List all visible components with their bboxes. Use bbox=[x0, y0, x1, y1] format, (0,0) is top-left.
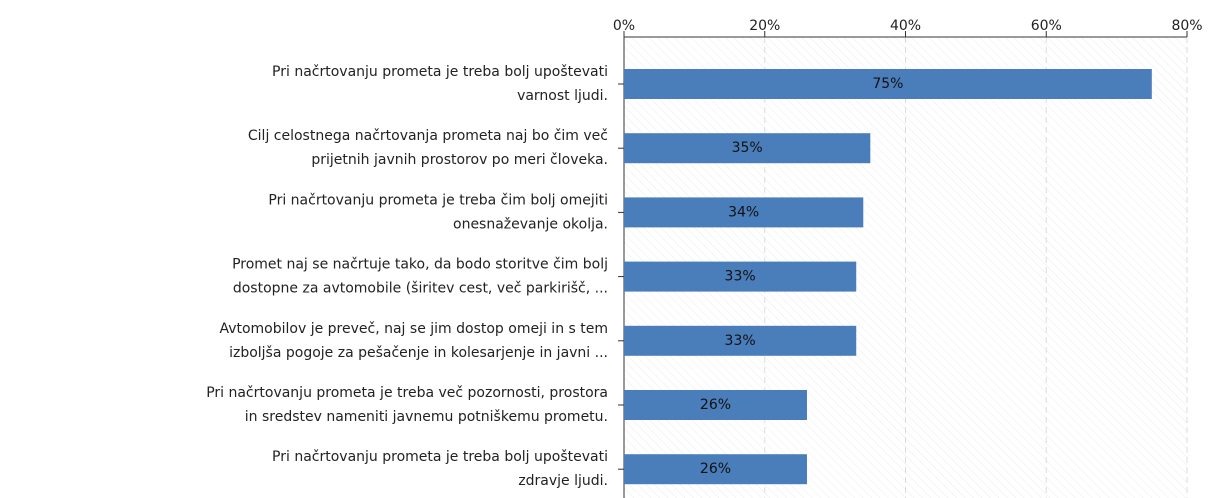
y-tick-label: Pri načrtovanju prometa je treba čim bol… bbox=[268, 192, 608, 232]
bar bbox=[624, 454, 807, 485]
y-tick-label: Pri načrtovanju prometa je treba bolj up… bbox=[272, 449, 608, 489]
x-tick-label: 0% bbox=[613, 18, 635, 34]
bar bbox=[624, 261, 857, 292]
bar bbox=[624, 197, 864, 228]
value-label: 26% bbox=[700, 397, 731, 413]
y-tick-label: Avtomobilov je preveč, naj se jim dostop… bbox=[219, 321, 608, 361]
value-label: 75% bbox=[872, 76, 903, 92]
value-label: 26% bbox=[700, 461, 731, 477]
y-tick-label: Pri načrtovanju prometa je treba več poz… bbox=[206, 385, 608, 425]
y-tick-label: Pri načrtovanju prometa je treba bolj up… bbox=[272, 64, 608, 104]
value-label: 34% bbox=[728, 204, 759, 220]
bar bbox=[624, 133, 871, 164]
x-tick-label: 60% bbox=[1031, 18, 1062, 34]
x-tick-label: 40% bbox=[890, 18, 921, 34]
value-label: 33% bbox=[725, 333, 756, 349]
value-label: 35% bbox=[732, 140, 763, 156]
y-tick-label: Promet naj se načrtuje tako, da bodo sto… bbox=[232, 257, 608, 297]
bar bbox=[624, 390, 807, 420]
x-tick-label: 80% bbox=[1171, 18, 1202, 34]
bar bbox=[624, 69, 1152, 99]
x-tick-label: 20% bbox=[749, 18, 780, 34]
y-tick-label: Cilj celostnega načrtovanja prometa naj … bbox=[248, 128, 608, 168]
bar bbox=[624, 325, 857, 356]
value-label: 33% bbox=[725, 269, 756, 285]
